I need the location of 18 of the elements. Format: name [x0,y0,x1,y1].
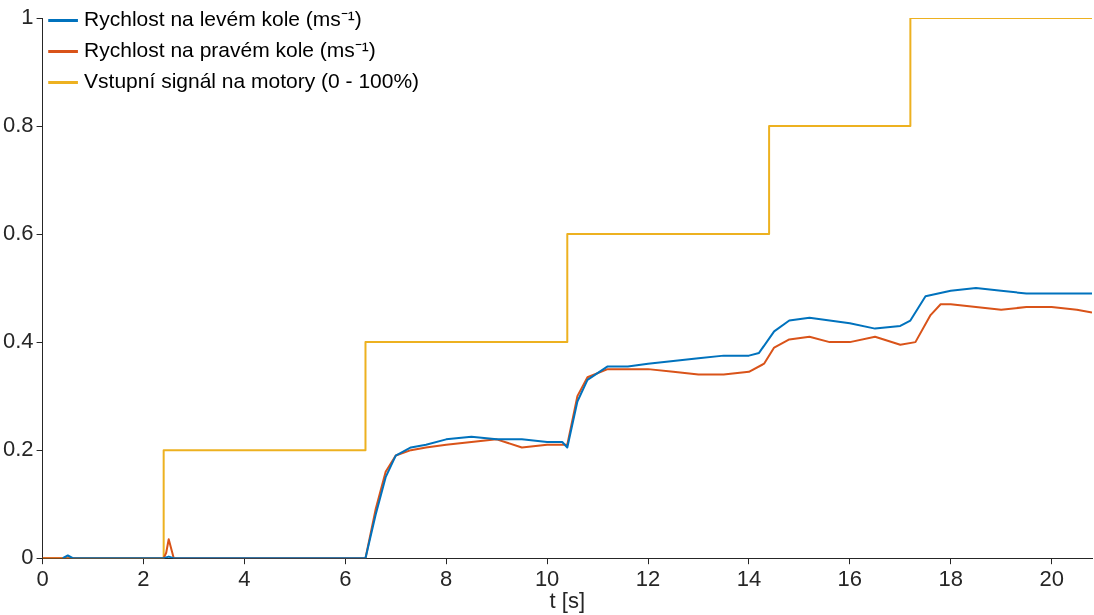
x-tick-label: 6 [339,566,352,592]
x-tick-label: 8 [440,566,453,592]
x-tick-label: 18 [938,566,963,592]
x-tick-label: 12 [635,566,661,592]
y-tick-label: 0.6 [2,220,34,246]
x-tick-label: 16 [837,566,863,592]
y-tick-label: 0 [21,544,34,570]
legend-label: Vstupní signál na motory (0 - 100%) [84,69,420,93]
x-tick-label: 20 [1039,566,1064,592]
x-tick-label: 14 [736,566,762,592]
y-tick-label: 1 [21,4,34,30]
legend-label: Rychlost na levém kole (ms⁻¹) [84,7,362,31]
y-tick-label: 0.4 [2,328,34,354]
legend-label: Rychlost na pravém kole (ms⁻¹) [84,38,376,62]
x-tick-label: 4 [238,566,251,592]
y-tick-label: 0.2 [2,436,34,462]
y-tick-label: 0.8 [2,112,34,138]
x-tick-label: 2 [137,566,150,592]
